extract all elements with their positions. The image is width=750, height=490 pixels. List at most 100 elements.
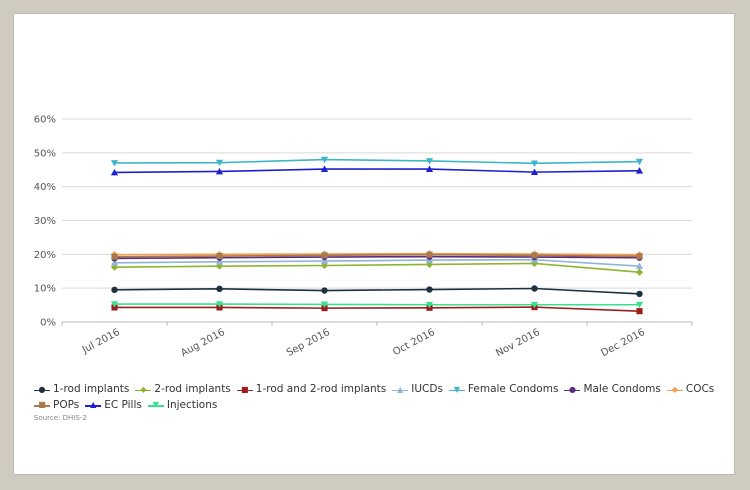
data-point-ec-pills [530,168,539,175]
legend-swatch: ◆ [666,384,683,395]
data-point-1-rod-and-2-rod-implants [636,308,643,315]
legend-item: ▲ IUCDs [392,383,443,396]
legend-swatch: ◆ [135,384,152,395]
data-point-pops [636,253,643,260]
legend-item: ◆ COCs [666,383,715,396]
data-point-iucds [320,257,329,264]
y-tick-label: 0% [40,318,56,329]
data-point-1-rod-implants [111,286,118,294]
legend-label: Female Condoms [467,383,559,395]
data-point-injections [320,301,329,309]
series-line-ec-pills [114,168,640,174]
x-tick-label: Aug 2016 [179,327,227,359]
data-point-pops [111,253,118,260]
x-tick-label: Oct 2016 [391,327,437,358]
legend-label: 2-rod implants [154,383,231,395]
data-point-ec-pills [425,165,434,172]
legend-label: POPs [53,398,80,411]
y-tick-label: 20% [34,250,56,261]
series-line-2-rod-implants [114,262,640,274]
legend-swatch: ▼ [448,384,465,395]
data-point-1-rod-implants [531,285,538,292]
legend-marker-icon: ◆ [671,384,678,394]
legend-marker-icon: ● [568,384,576,394]
legend-item: ● 1-rod implants [34,383,129,396]
legend-label: 1-rod implants [53,383,130,395]
legend-item: ● Male Condoms [564,383,661,396]
x-tick-label: Jul 2016 [80,327,122,356]
legend-marker-icon: ● [38,384,46,394]
series-line-injections [114,303,640,306]
legend-item: ▲ EC Pills [85,399,142,412]
legend-item: ■ POPs [34,399,79,412]
legend-label: IUCDs [411,383,443,395]
legend-label: 1-rod and 2-rod implants [255,383,387,395]
legend-swatch: ▲ [392,384,409,395]
data-point-injections [530,301,539,309]
legend-swatch: ● [34,385,50,395]
legend-label: EC Pills [104,398,142,411]
series-line-cocs [114,252,640,256]
data-point-1-rod-implants [216,285,223,293]
series-line-male-condoms [114,255,640,260]
series-line-1-rod-and-2-rod-implants [114,306,640,312]
legend-swatch: ● [564,384,581,395]
data-point-pops [426,251,433,258]
legend-swatch: ▲ [85,400,102,410]
x-tick-label: Nov 2016 [494,327,542,359]
source-note: Source: DHIS-2 [34,414,87,422]
legend-item: ■ 1-rod and 2-rod implants [236,383,387,396]
data-point-iucds [110,259,119,266]
data-point-iucds [635,262,644,270]
data-point-2-rod-implants [635,268,644,276]
series-line-iucds [114,258,640,267]
legend-swatch: ■ [34,400,50,410]
data-point-female-condoms [320,156,329,164]
data-point-pops [321,252,328,259]
legend-label: Injections [166,398,218,411]
data-point-injections [635,301,644,309]
data-point-ec-pills [215,167,224,175]
legend-label: COCs [685,383,715,395]
legend-swatch: ■ [236,384,253,395]
legend-marker-icon: ▲ [90,400,97,409]
legend-marker-icon: ■ [241,384,249,394]
legend-label: Male Condoms [583,383,661,395]
legend-item: ▼ Injections [147,398,218,412]
data-point-pops [531,252,538,259]
legend-item: ◆ 2-rod implants [135,383,231,396]
data-point-female-condoms [530,160,539,167]
chart-legend: ● 1-rod implants ◆ 2-rod implants ■ 1-rod and… [34,383,724,414]
series-line-female-condoms [114,158,640,165]
data-point-injections [215,301,224,308]
data-point-female-condoms [110,160,119,167]
legend-marker-icon: ■ [38,400,46,409]
chart-panel: 0% 10% 20% 30% 40% 50% 60% Jul 2016 Aug 2016 Sep … [14,14,734,474]
data-point-1-rod-implants [426,286,433,293]
data-point-injections [425,301,434,309]
y-tick-label: 60% [34,115,56,126]
data-point-ec-pills [320,165,329,172]
data-point-2-rod-implants [110,263,119,271]
data-point-female-condoms [425,158,434,165]
legend-marker-icon: ▼ [453,384,460,394]
data-point-1-rod-implants [636,290,643,298]
legend-swatch: ▼ [147,400,164,410]
y-tick-label: 50% [34,148,56,159]
legend-item: ▼ Female Condoms [448,383,559,396]
series-line-pops [114,253,640,258]
data-point-1-rod-implants [321,287,328,294]
data-point-iucds [215,258,224,265]
line-chart: 0% 10% 20% 30% 40% 50% 60% Jul 2016 Aug 2016 Sep … [34,115,693,359]
legend-marker-icon: ◆ [140,384,147,394]
legend-marker-icon: ▲ [397,384,404,394]
data-point-injections [110,301,119,308]
y-tick-label: 30% [34,216,56,227]
x-tick-label: Dec 2016 [599,327,647,359]
data-point-ec-pills [635,167,644,174]
data-point-female-condoms [215,159,224,167]
series-line-1-rod-implants [114,287,640,295]
data-point-female-condoms [635,158,644,166]
data-point-pops [216,252,223,260]
y-tick-label: 40% [34,182,56,193]
